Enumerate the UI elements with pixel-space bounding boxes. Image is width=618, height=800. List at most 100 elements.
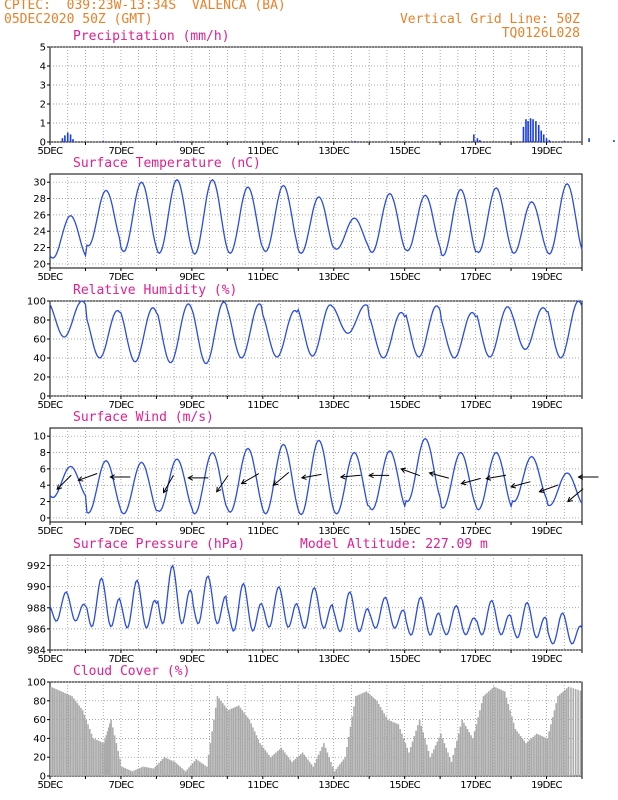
precip-bar — [542, 134, 545, 142]
cloud-bar — [234, 707, 236, 776]
cloud-bar — [542, 736, 545, 776]
precip-bar — [473, 134, 475, 142]
cloud-bar — [294, 758, 297, 776]
y-tick-label: 0 — [40, 772, 46, 783]
wind-arrow-head — [77, 476, 84, 482]
cloud-bar — [307, 759, 309, 776]
cloud-bar — [445, 747, 448, 776]
series-line — [49, 300, 583, 365]
x-tick-label: 15DEC — [389, 780, 420, 791]
cloud-bar — [165, 757, 167, 776]
wind-arrow — [539, 484, 559, 493]
cloud-bar — [537, 734, 540, 776]
cloud-bar — [87, 724, 89, 776]
cloud-bar — [378, 703, 380, 776]
cloud-bar — [143, 766, 146, 776]
cloud-bar — [161, 759, 164, 776]
series-line — [49, 564, 583, 645]
cloud-bar — [473, 731, 476, 776]
cloud-bar — [105, 735, 108, 776]
wind-arrow-head — [216, 486, 222, 493]
cloud-bar — [346, 747, 348, 776]
cloud-bar — [365, 691, 368, 776]
series-line — [49, 437, 583, 516]
cloud-bar — [259, 743, 261, 776]
x-tick-label: 7DEC — [108, 272, 134, 283]
x-tick-label: 5DEC — [38, 654, 64, 665]
cloud-bar — [53, 688, 56, 776]
cloud-bar — [337, 766, 339, 776]
cloud-bar — [151, 768, 153, 776]
x-tick-label: 5DEC — [38, 146, 64, 157]
wind-arrow-head — [109, 474, 115, 480]
cloud-bar — [289, 759, 291, 776]
cloud-bar — [89, 729, 91, 776]
cloud-bar — [237, 705, 240, 776]
cloud-bar — [275, 752, 277, 776]
cloud-bar — [57, 689, 59, 776]
precip-bar — [525, 119, 527, 142]
y-tick-label: 26 — [33, 210, 46, 221]
x-tick-label: 17DEC — [460, 526, 491, 537]
cloud-bar — [200, 762, 203, 776]
cloud-bar — [363, 692, 366, 776]
precip-bar — [522, 126, 525, 142]
cloud-bar — [431, 753, 433, 776]
panel-humidity: 0 20 40 60 80 100 5DEC 7DEC 9DEC 11DEC 13DEC 15DEC 1… — [27, 283, 583, 411]
cloud-bar — [468, 732, 471, 776]
cloud-bar — [94, 739, 96, 776]
wind-arrow-head — [56, 484, 63, 491]
cloud-bar — [179, 766, 182, 776]
cloud-bar — [324, 747, 327, 776]
x-tick-label: 17DEC — [460, 780, 491, 791]
cloud-bar — [394, 722, 396, 776]
wind-arrow — [56, 474, 72, 490]
cloud-bar — [482, 696, 485, 776]
cloud-bar — [280, 747, 283, 776]
cloud-bar — [360, 693, 362, 776]
cloud-bar — [562, 691, 565, 776]
cloud-bar — [268, 754, 270, 776]
cloud-bar — [383, 713, 385, 776]
cloud-bar — [64, 692, 66, 776]
x-tick-label: 11DEC — [247, 780, 278, 791]
cloud-bar — [107, 727, 110, 776]
cloud-bar — [386, 719, 389, 776]
y-tick-label: 4 — [40, 481, 46, 492]
cloud-bar — [96, 739, 98, 776]
cloud-bar — [152, 768, 155, 776]
cloud-bar — [167, 758, 169, 776]
cloud-bar — [443, 743, 446, 776]
cloud-bar — [106, 731, 109, 776]
x-tick-label: 15DEC — [389, 272, 420, 283]
precip-bar — [588, 138, 590, 142]
cloud-bar — [417, 725, 419, 776]
cloud-bar — [227, 710, 229, 776]
cloud-bar — [570, 687, 572, 776]
cloud-bar — [186, 769, 189, 776]
x-tick-label: 9DEC — [179, 526, 205, 537]
cloud-bar — [379, 707, 382, 776]
y-tick-label: 2 — [40, 497, 46, 508]
cloud-bar — [381, 710, 384, 776]
cloud-bar — [344, 757, 346, 776]
x-tick-label: 7DEC — [108, 780, 134, 791]
x-tick-label: 5DEC — [38, 400, 64, 411]
cloud-bar — [248, 719, 251, 776]
cloud-bar — [298, 755, 300, 776]
cloud-bar — [207, 754, 210, 776]
y-tick-label: 990 — [27, 582, 46, 593]
cloud-bar — [51, 687, 54, 776]
cloud-bar — [349, 726, 352, 776]
cloud-bar — [220, 700, 222, 776]
cloud-bar — [74, 700, 77, 776]
panel-precipitation: 0 1 2 3 4 5 5DEC 7DEC 9DEC 11DEC 13DEC 15DEC 17DEC 19… — [38, 29, 615, 157]
y-tick-label: 100 — [27, 678, 46, 689]
cloud-bar — [271, 755, 274, 776]
cloud-bar — [534, 735, 536, 776]
cloud-bar — [355, 696, 357, 776]
y-tick-label: 4 — [40, 62, 46, 73]
cloud-bar — [223, 705, 226, 776]
cloud-bar — [110, 719, 112, 776]
cloud-bar — [358, 694, 361, 776]
